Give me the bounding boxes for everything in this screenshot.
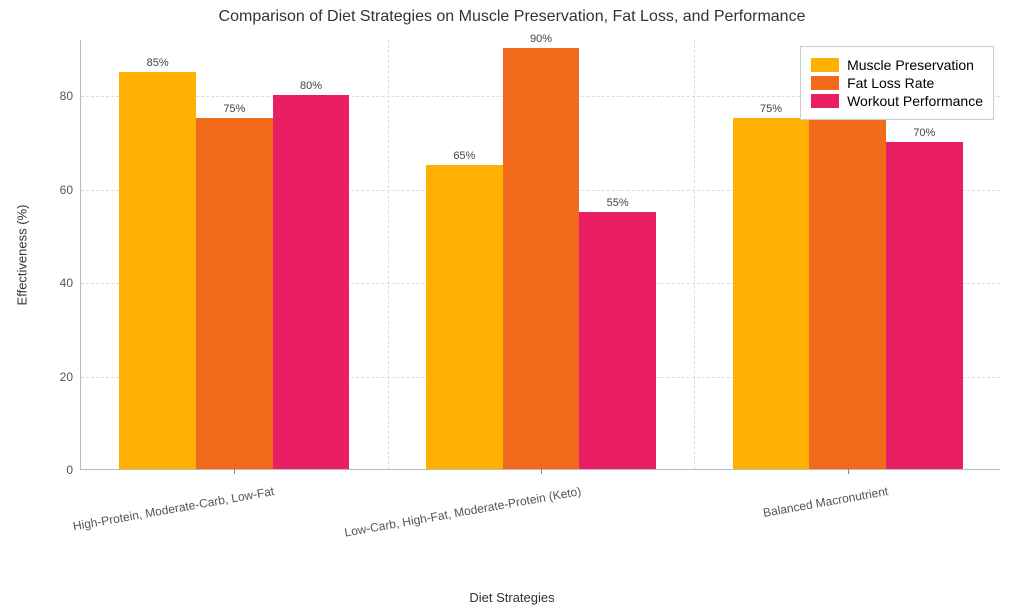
gridline-vertical xyxy=(388,40,389,469)
gridline-vertical xyxy=(694,40,695,469)
legend-swatch xyxy=(811,76,839,90)
y-tick-label: 40 xyxy=(60,276,81,290)
legend-swatch xyxy=(811,94,839,108)
bar xyxy=(809,95,886,469)
bar xyxy=(579,212,656,469)
y-tick-label: 20 xyxy=(60,370,81,384)
y-tick-label: 0 xyxy=(66,463,81,477)
legend-label: Fat Loss Rate xyxy=(847,75,934,91)
bar xyxy=(273,95,350,469)
x-tick-mark xyxy=(848,469,849,474)
x-tick-label: Low-Carb, High-Fat, Moderate-Protein (Ke… xyxy=(284,484,582,550)
bar-value-label: 75% xyxy=(223,103,245,115)
legend-swatch xyxy=(811,58,839,72)
x-axis-label: Diet Strategies xyxy=(0,590,1024,605)
bar-value-label: 65% xyxy=(453,150,475,162)
chart-title: Comparison of Diet Strategies on Muscle … xyxy=(0,8,1024,26)
legend-label: Muscle Preservation xyxy=(847,57,974,73)
chart-container: Comparison of Diet Strategies on Muscle … xyxy=(0,0,1024,611)
bar-value-label: 85% xyxy=(147,57,169,69)
bar xyxy=(733,118,810,469)
x-tick-mark xyxy=(234,469,235,474)
x-tick-mark xyxy=(541,469,542,474)
bar-value-label: 55% xyxy=(607,197,629,209)
y-tick-label: 60 xyxy=(60,183,81,197)
bar-value-label: 80% xyxy=(300,80,322,92)
x-tick-label: Balanced Macronutrient xyxy=(591,484,889,550)
bar-value-label: 75% xyxy=(760,103,782,115)
legend-label: Workout Performance xyxy=(847,93,983,109)
legend-item: Muscle Preservation xyxy=(811,57,983,73)
legend-item: Fat Loss Rate xyxy=(811,75,983,91)
y-tick-label: 80 xyxy=(60,89,81,103)
x-tick-label: High-Protein, Moderate-Carb, Low-Fat xyxy=(0,484,276,550)
plot-area: 020406080High-Protein, Moderate-Carb, Lo… xyxy=(80,40,1000,470)
bar xyxy=(196,118,273,469)
bar xyxy=(503,48,580,469)
bar-value-label: 90% xyxy=(530,33,552,45)
y-axis-label: Effectiveness (%) xyxy=(15,205,30,306)
legend-item: Workout Performance xyxy=(811,93,983,109)
bar xyxy=(886,142,963,469)
bar xyxy=(119,72,196,469)
bar-value-label: 70% xyxy=(913,127,935,139)
legend: Muscle Preservation Fat Loss Rate Workout … xyxy=(800,46,994,120)
bar xyxy=(426,165,503,469)
